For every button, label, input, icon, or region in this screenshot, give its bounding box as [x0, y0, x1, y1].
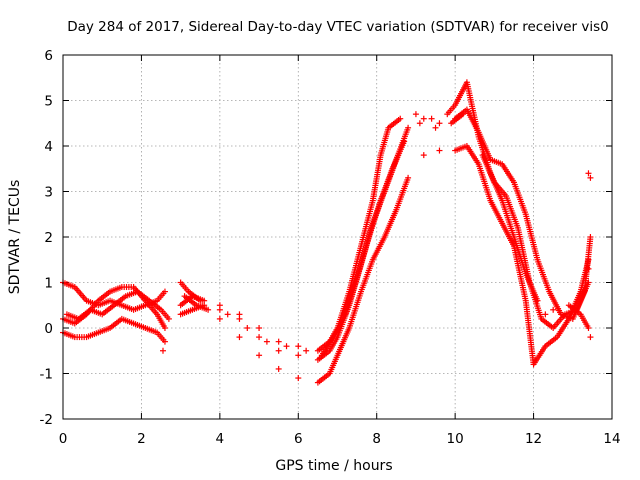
chart-title: Day 284 of 2017, Sidereal Day-to-day VTE… — [67, 19, 609, 35]
grid-lines — [63, 55, 612, 419]
data-point — [303, 347, 310, 354]
data-series — [60, 79, 592, 354]
data-point — [236, 334, 243, 341]
x-tick-label: 0 — [59, 431, 68, 447]
x-tick-label: 10 — [447, 431, 464, 447]
data-point — [159, 347, 166, 354]
data-point — [416, 120, 423, 127]
data-point — [585, 265, 592, 272]
data-point — [436, 120, 443, 127]
data-point — [405, 124, 412, 131]
data-series — [63, 111, 594, 359]
y-tick-label: 5 — [44, 94, 53, 110]
data-point — [283, 343, 290, 350]
data-point — [459, 111, 466, 118]
data-point — [256, 325, 263, 331]
data-point — [244, 325, 251, 331]
data-point — [165, 315, 172, 322]
y-tick-label: 2 — [44, 230, 53, 246]
data-point — [436, 147, 443, 154]
data-point — [428, 115, 435, 122]
data-point — [275, 347, 282, 354]
data-point — [420, 152, 427, 159]
x-tick-label: 12 — [525, 431, 542, 447]
x-tick-label: 8 — [372, 431, 381, 447]
y-tick-label: 6 — [44, 48, 53, 64]
data-point — [161, 325, 168, 331]
y-tick-label: 1 — [44, 276, 53, 292]
y-tick-label: 3 — [44, 185, 53, 201]
y-tick-label: 4 — [44, 139, 53, 155]
y-tick-label: -1 — [40, 367, 53, 383]
data-point — [412, 111, 419, 118]
x-tick-label: 14 — [603, 431, 620, 447]
x-tick-label: 2 — [137, 431, 146, 447]
data-point — [401, 138, 408, 145]
data-point — [420, 115, 427, 122]
data-point — [275, 365, 282, 372]
plot-frame — [62, 54, 613, 420]
data-point — [585, 325, 592, 331]
data-point — [236, 315, 243, 322]
data-point — [295, 352, 302, 359]
data-point — [263, 338, 270, 345]
data-point — [587, 234, 594, 240]
data-point — [205, 306, 212, 313]
data-point — [432, 124, 439, 131]
data-point — [295, 375, 302, 382]
x-tick-label: 4 — [216, 431, 225, 447]
data-point — [216, 306, 223, 313]
data-series — [159, 170, 594, 354]
data-point — [405, 174, 412, 181]
y-tick-label: -2 — [40, 412, 53, 428]
data-point — [550, 306, 557, 313]
data-point — [161, 338, 168, 345]
data-point — [397, 115, 404, 122]
data-point — [224, 311, 231, 318]
y-axis-label: SDTVAR / TECUs — [7, 180, 23, 295]
data-point — [256, 352, 263, 359]
data-points — [60, 79, 594, 386]
data-point — [275, 338, 282, 345]
x-axis-label: GPS time / hours — [275, 458, 392, 474]
data-point — [161, 288, 168, 295]
data-point — [295, 343, 302, 350]
data-point — [216, 315, 223, 322]
data-point — [542, 311, 549, 318]
data-point — [587, 334, 594, 341]
y-tick-label: 0 — [44, 321, 53, 337]
data-series — [60, 143, 592, 386]
x-tick-label: 6 — [294, 431, 303, 447]
data-point — [585, 170, 592, 177]
data-point — [256, 334, 263, 341]
data-point — [587, 174, 594, 181]
